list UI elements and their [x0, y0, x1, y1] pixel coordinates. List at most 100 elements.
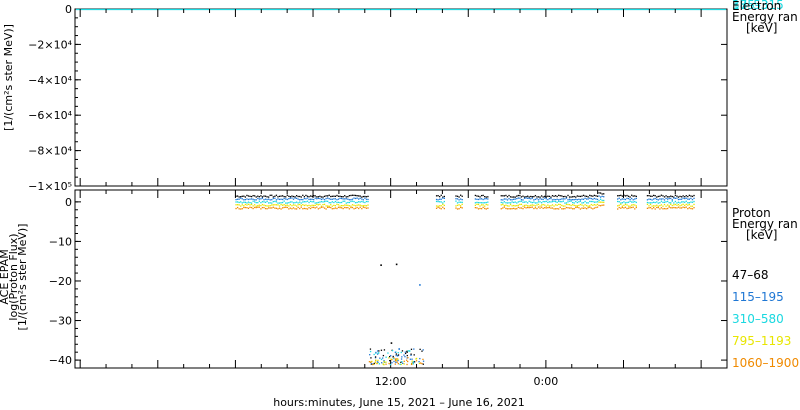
- proton-point: [504, 205, 505, 206]
- proton-point: [655, 205, 656, 206]
- proton-point: [305, 195, 306, 196]
- proton-point: [360, 195, 361, 196]
- proton-point: [670, 207, 671, 208]
- proton-point: [572, 196, 573, 197]
- proton-point: [508, 195, 509, 196]
- proton-point: [684, 202, 685, 203]
- proton-cluster-point: [407, 355, 408, 356]
- proton-cluster-point: [383, 355, 384, 356]
- proton-point: [237, 199, 238, 200]
- proton-point: [508, 208, 509, 209]
- proton-cluster-point: [384, 349, 385, 350]
- proton-point: [325, 205, 326, 206]
- proton-point: [290, 201, 291, 202]
- proton-point: [268, 199, 269, 200]
- proton-point: [280, 202, 281, 203]
- proton-point: [282, 195, 283, 196]
- proton-point: [533, 196, 534, 197]
- proton-point: [633, 207, 634, 208]
- proton-point: [544, 197, 545, 198]
- proton-legend-entry-0: 47–68: [732, 268, 769, 282]
- proton-point: [242, 208, 243, 209]
- proton-point: [529, 205, 530, 206]
- proton-point: [458, 196, 459, 197]
- proton-point: [259, 196, 260, 197]
- proton-point: [578, 196, 579, 197]
- proton-point: [547, 202, 548, 203]
- proton-point: [444, 208, 445, 209]
- proton-point: [246, 204, 247, 205]
- proton-point: [603, 200, 604, 201]
- proton-point: [675, 195, 676, 196]
- proton-cluster-point: [379, 358, 380, 359]
- proton-point: [513, 196, 514, 197]
- proton-point: [343, 198, 344, 199]
- proton-point: [462, 207, 463, 208]
- proton-point: [302, 195, 303, 196]
- proton-point: [462, 204, 463, 205]
- proton-point: [583, 199, 584, 200]
- proton-point: [308, 205, 309, 206]
- proton-point: [647, 204, 648, 205]
- proton-point: [329, 195, 330, 196]
- proton-point: [602, 202, 603, 203]
- proton-cluster-point: [419, 349, 420, 350]
- proton-point: [329, 198, 330, 199]
- proton-point: [588, 198, 589, 199]
- proton-point: [564, 198, 565, 199]
- proton-point: [549, 196, 550, 197]
- proton-point: [322, 206, 323, 207]
- proton-cluster-point: [414, 354, 415, 355]
- proton-point: [239, 198, 240, 199]
- proton-point: [563, 201, 564, 202]
- proton-point: [636, 198, 637, 199]
- proton-point: [254, 201, 255, 202]
- proton-cluster-point: [396, 355, 397, 356]
- proton-point: [567, 207, 568, 208]
- proton-point: [620, 204, 621, 205]
- proton-point: [567, 201, 568, 202]
- proton-ytick-label-1: −10: [49, 235, 72, 248]
- proton-point: [538, 201, 539, 202]
- proton-point: [518, 201, 519, 202]
- proton-point: [676, 207, 677, 208]
- proton-point: [478, 208, 479, 209]
- proton-point: [661, 195, 662, 196]
- proton-point: [346, 198, 347, 199]
- proton-point: [330, 202, 331, 203]
- proton-point: [665, 198, 666, 199]
- proton-point: [672, 199, 673, 200]
- proton-point: [570, 207, 571, 208]
- proton-point: [347, 196, 348, 197]
- electron-plot-frame: [75, 9, 727, 186]
- proton-point: [672, 205, 673, 206]
- proton-point: [481, 208, 482, 209]
- proton-point: [656, 201, 657, 202]
- proton-point: [479, 202, 480, 203]
- proton-point: [689, 204, 690, 205]
- proton-point: [316, 196, 317, 197]
- proton-point: [436, 208, 437, 209]
- proton-cluster-point: [395, 352, 396, 353]
- proton-cluster-point: [375, 360, 376, 361]
- proton-point: [670, 202, 671, 203]
- proton-point: [594, 198, 595, 199]
- proton-point: [311, 205, 312, 206]
- proton-point: [603, 204, 604, 205]
- proton-point: [564, 208, 565, 209]
- proton-point: [483, 204, 484, 205]
- proton-point: [658, 207, 659, 208]
- proton-point: [676, 196, 677, 197]
- proton-point: [597, 199, 598, 200]
- proton-cluster-point: [385, 362, 386, 363]
- proton-point: [350, 195, 351, 196]
- proton-point: [316, 206, 317, 207]
- proton-point: [687, 198, 688, 199]
- proton-point: [358, 195, 359, 196]
- proton-point: [301, 196, 302, 197]
- proton-point: [313, 205, 314, 206]
- proton-point: [441, 205, 442, 206]
- proton-outlier-5: [409, 350, 411, 352]
- proton-point: [592, 201, 593, 202]
- proton-point: [595, 198, 596, 199]
